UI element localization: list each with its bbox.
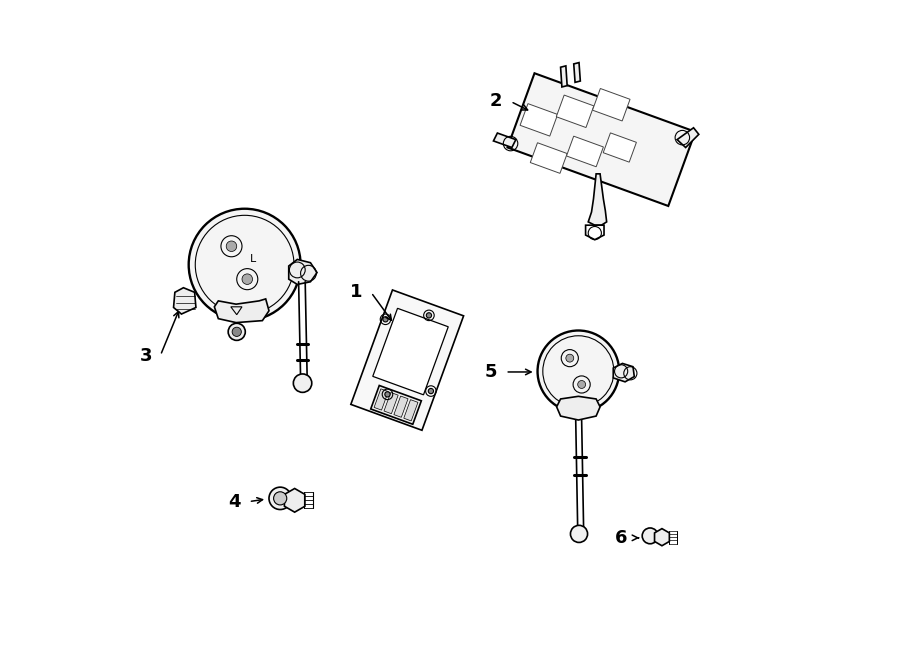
Circle shape (578, 381, 586, 389)
Circle shape (293, 374, 311, 393)
Circle shape (229, 323, 246, 340)
Polygon shape (586, 225, 604, 240)
Polygon shape (289, 259, 317, 284)
Polygon shape (520, 104, 558, 136)
Polygon shape (677, 128, 698, 147)
Polygon shape (654, 529, 670, 546)
Text: 6: 6 (615, 529, 627, 547)
Polygon shape (371, 385, 421, 424)
Circle shape (269, 487, 292, 510)
Polygon shape (493, 133, 516, 147)
Circle shape (242, 274, 253, 284)
Text: 3: 3 (140, 346, 152, 364)
Polygon shape (556, 95, 594, 128)
Circle shape (232, 327, 241, 336)
Polygon shape (284, 488, 305, 512)
Circle shape (643, 528, 658, 544)
Polygon shape (351, 290, 464, 430)
Polygon shape (566, 136, 603, 167)
Polygon shape (613, 364, 634, 382)
Polygon shape (404, 400, 418, 421)
Polygon shape (592, 89, 630, 121)
Polygon shape (573, 63, 580, 83)
Polygon shape (214, 299, 269, 323)
Polygon shape (394, 396, 408, 417)
Polygon shape (508, 73, 696, 206)
Text: 4: 4 (228, 492, 240, 511)
Polygon shape (589, 174, 607, 225)
Circle shape (274, 492, 287, 505)
Polygon shape (373, 308, 448, 395)
Polygon shape (384, 393, 398, 414)
Circle shape (428, 389, 434, 394)
Text: 1: 1 (350, 284, 363, 301)
Text: L: L (249, 254, 256, 264)
Text: 5: 5 (484, 363, 497, 381)
Circle shape (385, 392, 390, 397)
Circle shape (189, 209, 301, 321)
Text: 2: 2 (490, 93, 502, 110)
Polygon shape (374, 389, 388, 410)
Circle shape (427, 313, 432, 318)
Circle shape (537, 330, 619, 412)
Polygon shape (561, 66, 567, 87)
Circle shape (226, 241, 237, 252)
Circle shape (571, 525, 588, 543)
Circle shape (382, 317, 388, 322)
Polygon shape (556, 397, 600, 420)
Polygon shape (530, 143, 567, 173)
Polygon shape (174, 288, 196, 314)
Circle shape (566, 354, 573, 362)
Polygon shape (603, 133, 636, 162)
